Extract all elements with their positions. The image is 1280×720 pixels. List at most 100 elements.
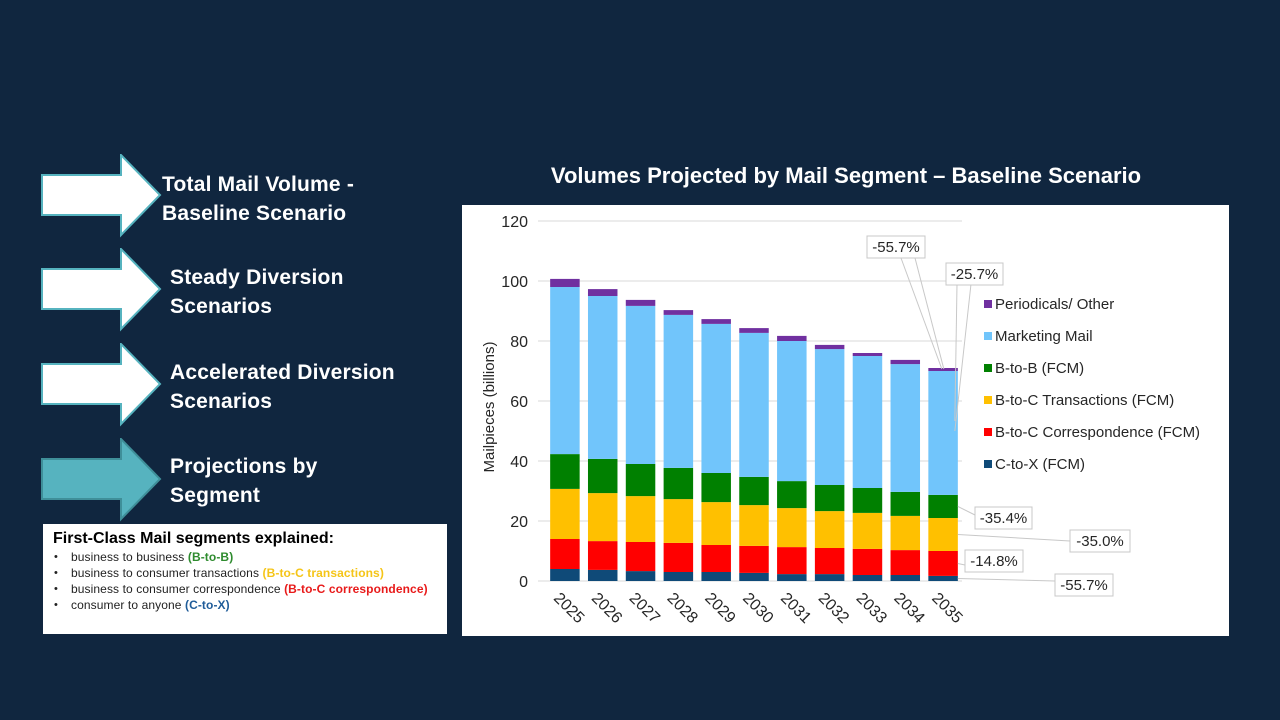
nav-item-projections-by-segment[interactable]: Projections by Segment bbox=[40, 438, 440, 522]
nav-label-line2: Baseline Scenario bbox=[162, 202, 347, 225]
annotation-leader-line bbox=[900, 257, 943, 370]
annotation-box bbox=[1069, 529, 1131, 553]
bar-segment-c-to-x-fcm bbox=[928, 575, 958, 581]
bar-segment-b-to-b-fcm bbox=[890, 491, 921, 516]
bar-segment-c-to-x-fcm bbox=[739, 572, 769, 581]
nav-label-line1: Projections by bbox=[170, 455, 318, 478]
segment-definition: business to business (B-to-B) bbox=[53, 549, 437, 565]
y-tick-label: 60 bbox=[510, 394, 528, 411]
bar-segment-periodicals-other bbox=[663, 310, 694, 315]
nav-label-line2: Segment bbox=[170, 484, 261, 507]
bar-segment-periodicals-other bbox=[777, 335, 807, 341]
bar-segment-periodicals-other bbox=[587, 289, 618, 296]
bar-segment-b-to-c-correspondence-fcm bbox=[663, 542, 694, 572]
bar-segment-b-to-c-transactions-fcm bbox=[890, 515, 921, 551]
bar-segment-marketing-mail bbox=[587, 296, 618, 459]
x-tick-label: 2033 bbox=[853, 590, 890, 627]
x-tick-label: 2025 bbox=[550, 590, 587, 627]
bar-segment-c-to-x-fcm bbox=[852, 575, 883, 581]
bar-segment-b-to-c-correspondence-fcm bbox=[928, 551, 958, 576]
bar-segment-b-to-b-fcm bbox=[663, 467, 694, 500]
x-tick-label: 2027 bbox=[626, 590, 663, 627]
x-tick-label: 2028 bbox=[664, 590, 701, 627]
bar-segment-b-to-c-correspondence-fcm bbox=[625, 542, 656, 572]
nav-label-line1: Accelerated Diversion bbox=[170, 361, 395, 384]
bar-segment-b-to-b-fcm bbox=[814, 485, 845, 512]
bar-segment-c-to-x-fcm bbox=[777, 574, 807, 581]
bar-segment-periodicals-other bbox=[701, 319, 731, 324]
bar-segment-c-to-x-fcm bbox=[663, 572, 694, 581]
x-tick-label: 2031 bbox=[777, 590, 814, 627]
y-tick-label: 120 bbox=[501, 214, 528, 231]
bar-segment-marketing-mail bbox=[739, 332, 769, 477]
nav-label-line2: Scenarios bbox=[170, 295, 273, 318]
nav-label: Projections by Segment bbox=[170, 452, 318, 510]
legend-swatch bbox=[984, 332, 992, 340]
nav-item-steady-diversion[interactable]: Steady Diversion Scenarios bbox=[40, 248, 440, 332]
bar-segment-periodicals-other bbox=[739, 328, 769, 333]
annotation-leader-line bbox=[954, 283, 972, 432]
bar-segment-b-to-c-correspondence-fcm bbox=[587, 541, 618, 570]
nav-item-total-mail-volume[interactable]: Total Mail Volume - Baseline Scenario bbox=[40, 154, 440, 238]
bar-segment-b-to-c-transactions-fcm bbox=[663, 499, 694, 543]
legend-swatch bbox=[984, 460, 992, 468]
nav-label-line1: Total Mail Volume - bbox=[162, 173, 355, 196]
bar-segment-c-to-x-fcm bbox=[814, 574, 845, 581]
bar-segment-b-to-c-transactions-fcm bbox=[701, 502, 731, 545]
x-tick-label: 2029 bbox=[701, 590, 738, 627]
annotation-label: -25.7% bbox=[951, 266, 999, 283]
bar-segment-b-to-c-correspondence-fcm bbox=[701, 545, 731, 572]
annotation-box bbox=[1054, 573, 1114, 597]
segment-definition: consumer to anyone (C-to-X) bbox=[53, 597, 437, 613]
chart-area: 0 20 40 60 80 100 120 Mailpieces (billions) 2025… bbox=[462, 205, 1229, 636]
bar-segment-marketing-mail bbox=[852, 356, 883, 488]
segment-abbr: (C-to-X) bbox=[184, 598, 230, 612]
bar-segment-b-to-b-fcm bbox=[550, 454, 580, 489]
bar-segment-c-to-x-fcm bbox=[701, 572, 731, 581]
segment-text: consumer to anyone bbox=[71, 598, 185, 612]
nav-label: Accelerated Diversion Scenarios bbox=[170, 358, 395, 416]
nav-item-accelerated-diversion[interactable]: Accelerated Diversion Scenarios bbox=[40, 343, 440, 427]
bar-segment-b-to-b-fcm bbox=[587, 458, 618, 494]
x-tick-label: 2026 bbox=[588, 590, 625, 627]
annotation-label: -14.8% bbox=[970, 553, 1018, 570]
bar-segment-c-to-x-fcm bbox=[890, 575, 921, 581]
bar-segment-periodicals-other bbox=[928, 368, 958, 371]
bar-segment-marketing-mail bbox=[550, 287, 580, 455]
bar-segment-b-to-c-correspondence-fcm bbox=[814, 548, 845, 575]
annotation-leader-line bbox=[957, 562, 966, 566]
annotation-label: -55.7% bbox=[872, 239, 920, 256]
annotation-box bbox=[974, 506, 1033, 530]
bar-segment-b-to-c-transactions-fcm bbox=[852, 512, 883, 549]
segment-abbr: (B-to-C correspondence) bbox=[284, 582, 428, 596]
arrow-right-icon bbox=[41, 343, 162, 427]
legend-label: C-to-X (FCM) bbox=[995, 456, 1085, 473]
segment-abbr: (B-to-B) bbox=[187, 550, 234, 564]
segment-definition: business to consumer transactions (B-to-… bbox=[53, 565, 437, 581]
bar-segment-b-to-c-correspondence-fcm bbox=[739, 545, 769, 573]
bar-segment-b-to-b-fcm bbox=[625, 464, 656, 497]
x-tick-label: 2035 bbox=[928, 590, 965, 627]
y-tick-label: 100 bbox=[501, 274, 528, 291]
chart-title: Volumes Projected by Mail Segment – Base… bbox=[550, 163, 1142, 188]
bar-segment-b-to-c-transactions-fcm bbox=[587, 493, 618, 542]
legend-label: Periodicals/ Other bbox=[995, 296, 1114, 313]
y-tick-label: 0 bbox=[519, 574, 528, 591]
nav-label-line1: Steady Diversion bbox=[170, 266, 344, 289]
bar-segment-b-to-b-fcm bbox=[701, 473, 731, 503]
annotation-leader-line bbox=[957, 577, 1056, 582]
segment-definition: business to consumer correspondence (B-t… bbox=[53, 581, 437, 597]
x-tick-label: 2030 bbox=[739, 590, 776, 627]
bar-segment-periodicals-other bbox=[814, 344, 845, 350]
bar-segment-marketing-mail bbox=[625, 305, 656, 464]
arrow-right-icon bbox=[41, 438, 162, 522]
bar-segment-marketing-mail bbox=[701, 323, 731, 473]
legend-swatch bbox=[984, 428, 992, 436]
annotation-label: -35.4% bbox=[980, 510, 1028, 527]
segments-explained-box: First-Class Mail segments explained: bus… bbox=[43, 524, 447, 634]
y-tick-label: 20 bbox=[510, 514, 528, 531]
legend-label: B-to-B (FCM) bbox=[995, 360, 1084, 377]
bar-segment-b-to-c-correspondence-fcm bbox=[777, 547, 807, 575]
legend-swatch bbox=[984, 300, 992, 308]
bar-segment-c-to-x-fcm bbox=[587, 569, 618, 581]
